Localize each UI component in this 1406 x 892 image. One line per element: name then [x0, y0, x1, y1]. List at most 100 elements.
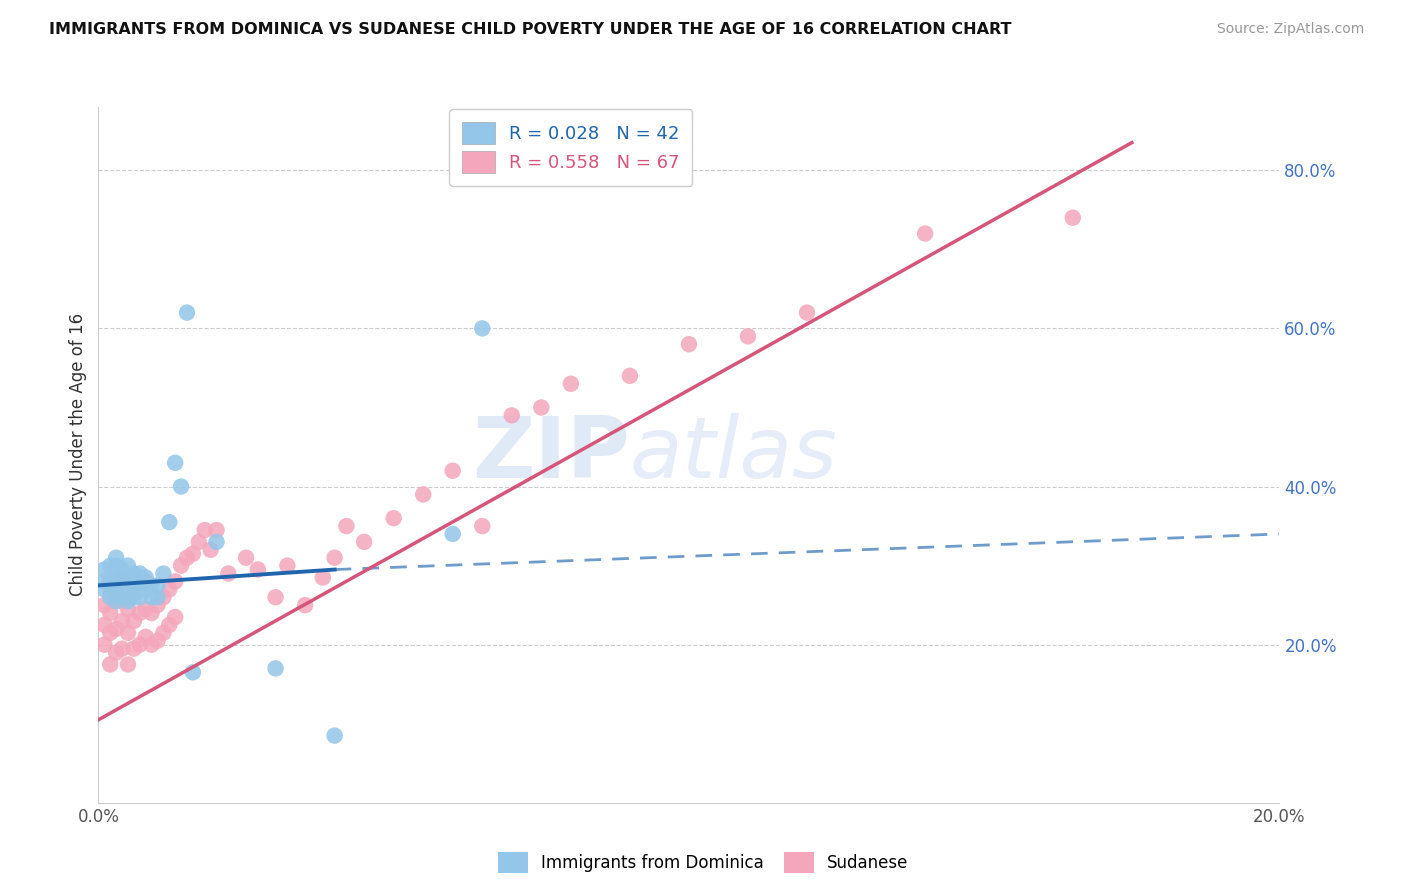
Point: [105, 570, 128, 584]
Point: [441, 464, 464, 478]
Point: [323, 729, 346, 743]
Point: [146, 578, 169, 592]
Point: [128, 578, 150, 592]
Point: [276, 558, 298, 573]
Point: [194, 523, 217, 537]
Point: [1062, 211, 1084, 225]
Point: [122, 641, 145, 656]
Point: [98, 625, 121, 640]
Point: [111, 563, 134, 577]
Point: [93, 563, 115, 577]
Point: [796, 305, 818, 319]
Point: [128, 566, 150, 581]
Point: [141, 606, 163, 620]
Point: [264, 591, 287, 605]
Point: [98, 586, 121, 600]
Point: [200, 542, 222, 557]
Point: [165, 456, 187, 470]
Point: [111, 574, 134, 589]
Point: [128, 638, 150, 652]
Point: [117, 625, 139, 640]
Point: [205, 534, 228, 549]
Point: [105, 646, 128, 660]
Point: [105, 574, 128, 589]
Point: [111, 641, 134, 656]
Point: [323, 550, 346, 565]
Point: [264, 661, 287, 675]
Point: [152, 591, 174, 605]
Point: [122, 578, 145, 592]
Point: [530, 401, 553, 415]
Point: [471, 321, 494, 335]
Point: [235, 550, 257, 565]
Point: [294, 598, 316, 612]
Point: [157, 582, 180, 597]
Point: [205, 523, 228, 537]
Point: [117, 570, 139, 584]
Point: [441, 527, 464, 541]
Point: [93, 598, 115, 612]
Point: [165, 574, 187, 589]
Point: [165, 610, 187, 624]
Point: [128, 591, 150, 605]
Point: [122, 614, 145, 628]
Point: [135, 570, 157, 584]
Point: [501, 409, 523, 423]
Point: [135, 630, 157, 644]
Point: [141, 638, 163, 652]
Point: [93, 618, 115, 632]
Text: IMMIGRANTS FROM DOMINICA VS SUDANESE CHILD POVERTY UNDER THE AGE OF 16 CORRELATI: IMMIGRANTS FROM DOMINICA VS SUDANESE CHI…: [49, 22, 1012, 37]
Legend: R = 0.028   N = 42, R = 0.558   N = 67: R = 0.028 N = 42, R = 0.558 N = 67: [450, 109, 692, 186]
Point: [152, 566, 174, 581]
Point: [93, 638, 115, 652]
Point: [117, 594, 139, 608]
Point: [111, 570, 134, 584]
Legend: Immigrants from Dominica, Sudanese: Immigrants from Dominica, Sudanese: [491, 846, 915, 880]
Point: [98, 558, 121, 573]
Point: [135, 582, 157, 597]
Point: [146, 598, 169, 612]
Point: [181, 665, 204, 680]
Point: [128, 606, 150, 620]
Point: [122, 566, 145, 581]
Y-axis label: Child Poverty Under the Age of 16: Child Poverty Under the Age of 16: [69, 313, 87, 597]
Point: [135, 602, 157, 616]
Point: [117, 582, 139, 597]
Point: [176, 305, 198, 319]
Point: [246, 563, 269, 577]
Point: [187, 534, 209, 549]
Point: [176, 550, 198, 565]
Point: [335, 519, 357, 533]
Point: [560, 376, 582, 391]
Point: [105, 594, 128, 608]
Point: [98, 578, 121, 592]
Point: [914, 227, 936, 241]
Point: [382, 511, 405, 525]
Point: [170, 558, 193, 573]
Point: [412, 487, 434, 501]
Point: [312, 570, 335, 584]
Point: [98, 570, 121, 584]
Point: [105, 558, 128, 573]
Point: [105, 622, 128, 636]
Point: [93, 582, 115, 597]
Point: [117, 558, 139, 573]
Point: [105, 594, 128, 608]
Point: [141, 591, 163, 605]
Point: [141, 578, 163, 592]
Point: [471, 519, 494, 533]
Point: [135, 574, 157, 589]
Point: [105, 582, 128, 597]
Point: [98, 591, 121, 605]
Point: [146, 591, 169, 605]
Point: [146, 633, 169, 648]
Point: [122, 586, 145, 600]
Point: [157, 618, 180, 632]
Point: [98, 657, 121, 672]
Point: [217, 566, 239, 581]
Point: [128, 578, 150, 592]
Point: [117, 602, 139, 616]
Point: [122, 591, 145, 605]
Text: Source: ZipAtlas.com: Source: ZipAtlas.com: [1216, 22, 1364, 37]
Point: [98, 606, 121, 620]
